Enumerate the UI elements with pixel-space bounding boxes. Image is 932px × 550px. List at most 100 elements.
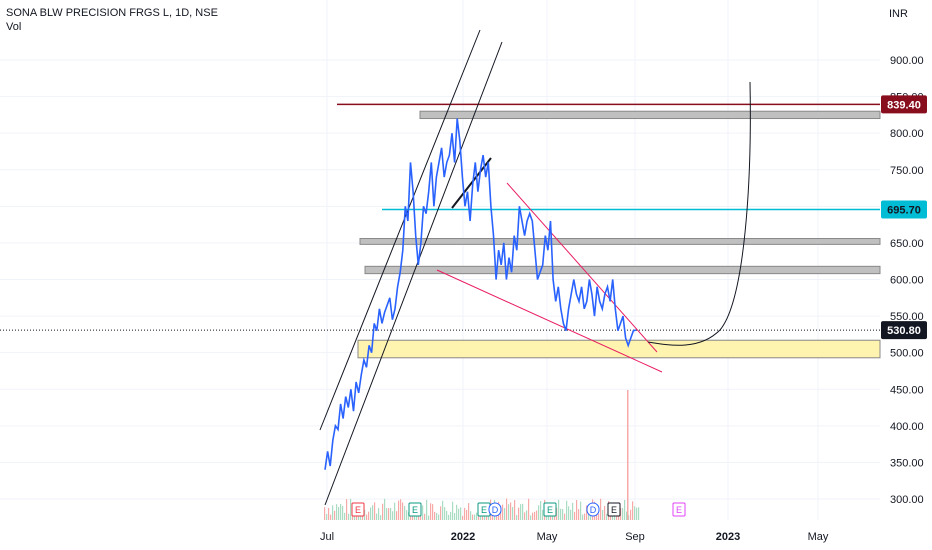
price-zones [357,110,881,359]
volume-bar [390,507,392,520]
x-tick-label: Jul [320,531,334,543]
price-zone [357,339,881,359]
volume-bar [366,514,368,520]
volume-bar [620,507,622,520]
volume-bar [418,514,420,520]
event-badge [351,502,365,517]
volume-bars [324,390,640,520]
price-badge-bg [881,95,927,114]
volume-bar [622,508,624,520]
event-label: E [481,505,487,515]
volume-bar [540,501,542,520]
wedge-upper-line [506,182,658,353]
event-marker: E [607,502,621,517]
volume-bar [446,510,448,520]
volume-bar [382,503,384,520]
volume-bar [454,513,456,520]
volume-bar [422,505,424,520]
event-badge [586,502,600,517]
channel-upper-line [319,29,481,431]
volume-bar [516,515,518,520]
volume-bar [402,502,404,520]
volume-bar [448,514,450,520]
event-marker: D [586,502,600,517]
volume-bar [556,507,558,520]
volume-bar [486,513,488,520]
volume-bar [574,511,576,520]
volume-bar [332,505,334,520]
volume-bar [400,499,402,520]
volume-bar [598,513,600,520]
event-label: E [355,505,361,515]
volume-bar [626,511,628,520]
volume-bar [532,512,534,520]
volume-bar [436,512,438,520]
channel-lower-line [324,41,503,506]
volume-bar [380,515,382,520]
volume-bar [378,507,380,520]
volume-bar [472,514,474,520]
volume-bar [576,500,578,520]
x-tick-label: Sep [625,531,645,543]
event-badge [672,502,686,517]
level-badge-839: 839.40 [881,95,927,114]
volume-bar [604,505,606,520]
volume-bar [506,498,508,520]
volume-bar [370,507,372,520]
volume-bar [596,511,598,520]
volume-bar [344,512,346,520]
volume-bar [602,509,604,520]
price-badge-bg [881,321,927,340]
y-tick-label: 600.00 [890,275,924,287]
volume-bar [450,511,452,520]
event-marker: E [543,502,557,517]
currency-label: INR [889,8,908,20]
volume-bar [338,507,340,520]
volume-bar [464,507,466,520]
volume-bar [466,509,468,520]
volume-bar [364,509,366,520]
volume-bar [372,505,374,520]
volume-bar [636,507,638,520]
volume-bar [398,500,400,520]
volume-bar [428,515,430,520]
volume-bar [528,498,530,520]
y-tick-label: 900.00 [890,55,924,67]
volume-bar [396,511,398,520]
grid-lines [0,0,880,520]
volume-bar [478,515,480,520]
volume-bar [564,513,566,520]
volume-bar [512,506,514,520]
volume-bar [522,503,524,520]
volume-bar [456,504,458,520]
volume-bar [524,512,526,520]
volume-bar [326,513,328,520]
volume-bar [546,514,548,520]
volume-bar [392,511,394,520]
y-tick-label: 750.00 [890,165,924,177]
volume-bar [508,504,510,520]
horizontal-levels [0,103,880,331]
event-marker: D [488,502,502,517]
volume-bar [638,507,640,520]
current-price-badge: 530.80 [881,321,927,340]
volume-bar [430,503,432,520]
volume-bar [520,504,522,520]
volume-bar [624,500,626,520]
volume-bar [336,504,338,520]
event-badge [488,502,502,517]
wedge-lower-line [436,269,663,373]
volume-bar [560,508,562,520]
volume-bar [606,513,608,520]
x-tick-label: May [808,531,829,543]
volume-bar [476,512,478,520]
event-label: D [492,505,499,515]
volume-bar [566,500,568,520]
volume-bar [414,515,416,520]
y-axis: 300.00 350.00 400.00 450.00 500.00 550.00 600.… [890,55,924,506]
price-zone [419,110,881,120]
price-badge-label: 530.80 [887,325,921,337]
volume-spike [627,390,629,520]
